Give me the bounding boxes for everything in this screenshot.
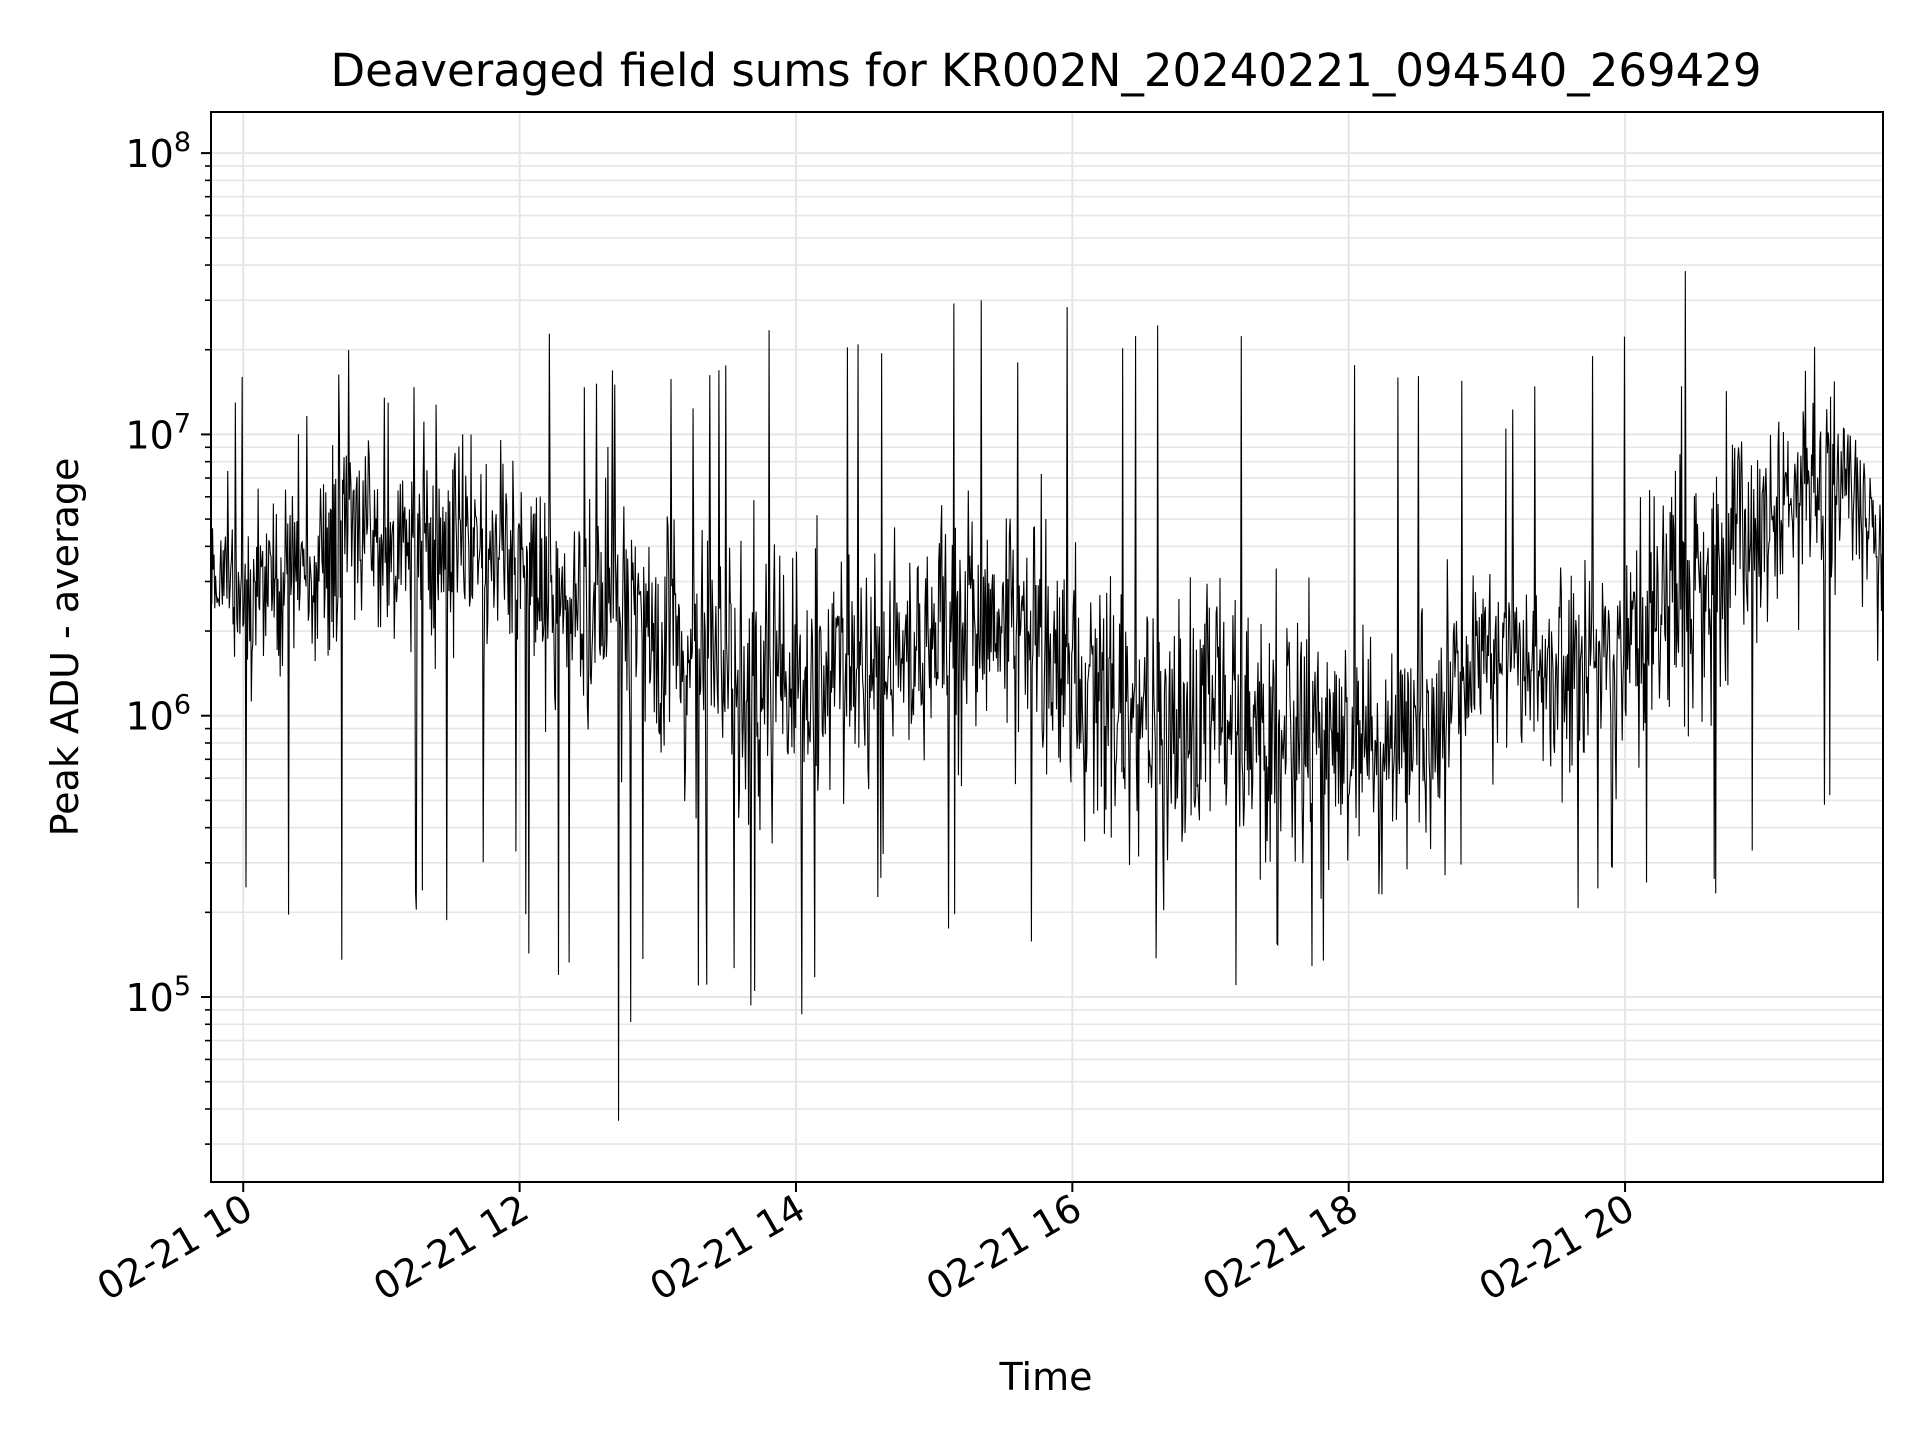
y-tick-label: 108 [125,127,191,176]
x-axis-label: Time [999,1355,1093,1399]
chart-title: Deaveraged field sums for KR002N_2024022… [331,44,1762,97]
grid [211,112,1883,1182]
y-tick-label: 107 [125,408,191,457]
y-tick-label: 105 [125,971,191,1020]
y-axis-ticks: 105 106 107 108 [125,127,211,1145]
plot-area-frame [210,111,1884,1183]
y-tick-label: 106 [125,690,191,739]
y-axis-label: Peak ADU - average [43,458,87,837]
series-path [210,271,1884,1121]
series-line [210,271,1884,1121]
